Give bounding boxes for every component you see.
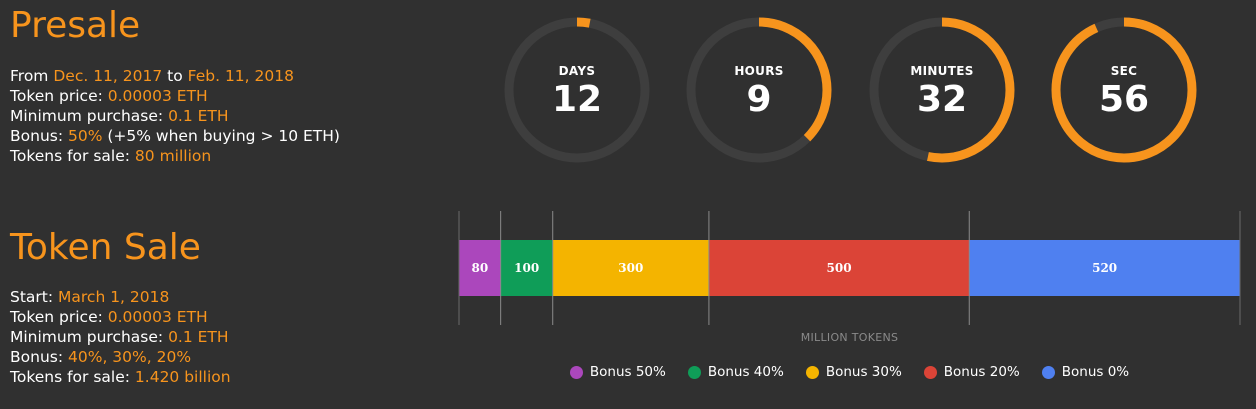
minutes-value: 32 [916, 79, 968, 120]
sale-start: Start: March 1, 2018 [10, 287, 231, 307]
bar-label-bonus-40-: 100 [514, 261, 539, 275]
hours-ring-progress [686, 17, 832, 163]
legend-dot-icon [569, 365, 583, 379]
price-value: 0.00003 ETH [107, 308, 208, 326]
bar-label-bonus-50-: 80 [471, 261, 488, 275]
days-ring-progress [504, 17, 650, 163]
tokens-value: 1.420 billion [134, 368, 231, 386]
legend-dot-icon [805, 365, 819, 379]
presale-min-purchase: Minimum purchase: 0.1 ETH [10, 106, 340, 126]
countdown-seconds: SEC 56 [1050, 16, 1198, 164]
legend-item-bonus-40-: Bonus 40% [687, 364, 784, 380]
countdown-timer: DAYS 12 HOURS 9 MINUTES 32 SEC 56 [503, 16, 1203, 166]
legend-label: Bonus 0% [1061, 364, 1130, 380]
min-value: 0.1 ETH [168, 107, 229, 125]
legend-dot-icon [923, 365, 937, 379]
bonus-value: 40%, 30%, 20% [68, 348, 192, 366]
days-ring [504, 17, 650, 163]
countdown-minutes: MINUTES 32 [868, 16, 1016, 164]
tokens-value: 80 million [134, 147, 212, 165]
sale-price: Token price: 0.00003 ETH [10, 307, 231, 327]
legend-dot-icon [687, 365, 701, 379]
tokens-label: Tokens for sale: [10, 147, 135, 165]
minutes-ring-progress [869, 17, 1015, 163]
legend-item-bonus-0-: Bonus 0% [1041, 364, 1130, 380]
bonus-label: Bonus: [10, 348, 68, 366]
bar-label-bonus-30-: 300 [618, 261, 643, 275]
presale-bonus: Bonus: 50% (+5% when buying > 10 ETH) [10, 126, 340, 146]
to-label: to [162, 67, 188, 85]
legend-label: Bonus 50% [589, 364, 666, 380]
start-label: Start: [10, 288, 59, 306]
bar-label-bonus-20-: 500 [827, 261, 852, 275]
hours-value: 9 [746, 79, 772, 120]
price-value: 0.00003 ETH [107, 87, 208, 105]
hours-label: HOURS [734, 64, 784, 78]
presale-dates: From Dec. 11, 2017 to Feb. 11, 2018 [10, 66, 340, 86]
legend-dot-icon [1041, 365, 1055, 379]
countdown-hours: HOURS 9 [685, 16, 833, 164]
tokens-label: Tokens for sale: [10, 368, 135, 386]
legend-label: Bonus 30% [825, 364, 902, 380]
presale-info: From Dec. 11, 2017 to Feb. 11, 2018 Toke… [10, 66, 340, 166]
x-axis-title: MILLION TOKENS [800, 331, 899, 344]
minutes-ring [869, 17, 1015, 163]
countdown-days: DAYS 12 [503, 16, 651, 164]
min-label: Minimum purchase: [10, 328, 169, 346]
legend-label: Bonus 20% [943, 364, 1020, 380]
bar-label-bonus-0-: 520 [1092, 261, 1117, 275]
legend-item-bonus-30-: Bonus 30% [805, 364, 902, 380]
from-label: From [10, 67, 54, 85]
presale-start-date: Dec. 11, 2017 [53, 67, 163, 85]
sale-bonus: Bonus: 40%, 30%, 20% [10, 347, 231, 367]
presale-title: Presale [10, 5, 141, 46]
legend-label: Bonus 40% [707, 364, 784, 380]
bar-segment-bonus-0- [969, 240, 1240, 296]
minutes-label: MINUTES [910, 64, 974, 78]
sale-tokens: Tokens for sale: 1.420 billion [10, 367, 231, 387]
seconds-value: 56 [1098, 79, 1150, 120]
presale-price: Token price: 0.00003 ETH [10, 86, 340, 106]
bar-segment-bonus-30- [552, 240, 709, 296]
hours-ring [686, 17, 832, 163]
start-value: March 1, 2018 [58, 288, 170, 306]
bar-segment-bonus-40- [500, 240, 553, 296]
presale-tokens: Tokens for sale: 80 million [10, 146, 340, 166]
sale-min-purchase: Minimum purchase: 0.1 ETH [10, 327, 231, 347]
chart-legend: Bonus 50% Bonus 40% Bonus 30% Bonus 20% Bonu… [459, 364, 1240, 380]
bonus-label: Bonus: [10, 127, 68, 145]
token-sale-info: Start: March 1, 2018 Token price: 0.0000… [10, 287, 231, 387]
presale-end-date: Feb. 11, 2018 [187, 67, 294, 85]
seconds-ring [1051, 17, 1197, 163]
price-label: Token price: [10, 308, 108, 326]
days-value: 12 [551, 79, 603, 120]
token-sale-title: Token Sale [10, 227, 201, 268]
bonus-note: (+5% when buying > 10 ETH) [102, 127, 340, 145]
bar-segment-bonus-50- [459, 240, 501, 296]
days-label: DAYS [558, 64, 596, 78]
seconds-ring-progress [1051, 17, 1197, 163]
min-value: 0.1 ETH [168, 328, 229, 346]
bar-segment-bonus-20- [708, 240, 970, 296]
bonus-value: 50% [68, 127, 103, 145]
price-label: Token price: [10, 87, 108, 105]
legend-item-bonus-50-: Bonus 50% [569, 364, 666, 380]
min-label: Minimum purchase: [10, 107, 169, 125]
legend-item-bonus-20-: Bonus 20% [923, 364, 1020, 380]
seconds-label: SEC [1110, 64, 1138, 78]
